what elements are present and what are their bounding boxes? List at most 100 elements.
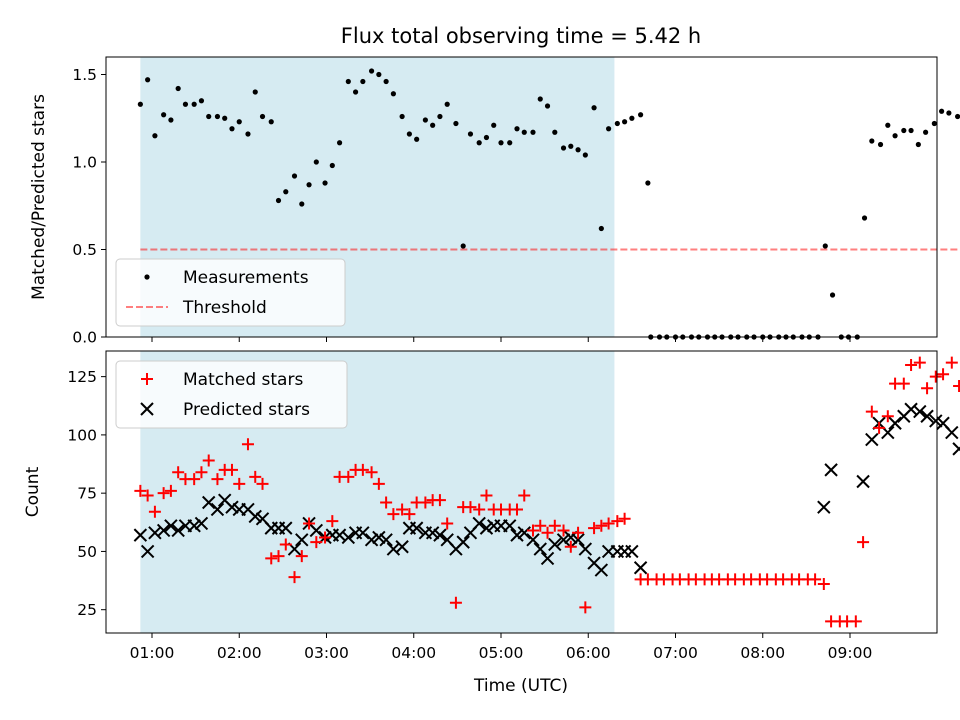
top-y-axis-label: Matched/Predicted stars — [29, 94, 49, 300]
measurement-point-38 — [430, 122, 436, 128]
xtick-label-5: 06:00 — [566, 644, 611, 662]
measurement-point-37 — [422, 117, 428, 123]
measurement-point-9 — [206, 113, 212, 120]
matched-star-point-94 — [873, 421, 886, 434]
predicted-star-point-65 — [633, 561, 648, 575]
measurement-point-20 — [291, 173, 298, 179]
matched-star-point-21 — [295, 550, 308, 563]
matched-star-point-30 — [365, 466, 378, 479]
predicted-star-point-80 — [952, 442, 960, 456]
measurement-point-62 — [614, 120, 620, 127]
predicted-star-point-45 — [479, 521, 494, 535]
matched-star-point-39 — [433, 494, 446, 507]
measurement-point-52 — [537, 96, 543, 102]
matched-star-point-5 — [172, 466, 185, 479]
matched-star-point-50 — [518, 489, 531, 502]
measurement-point-4 — [168, 117, 174, 123]
measurement-point-64 — [629, 115, 635, 121]
measurement-point-5 — [175, 85, 181, 92]
matched-star-point-13 — [233, 477, 246, 490]
measurement-point-56 — [568, 143, 574, 149]
bottom-axes-frame — [105, 350, 938, 634]
measurement-point-89 — [822, 243, 828, 249]
predicted-star-point-4 — [164, 519, 178, 533]
measurement-point-46 — [491, 122, 497, 128]
measurement-point-27 — [345, 78, 351, 85]
predicted-star-point-58 — [578, 542, 593, 556]
matched-star-point-41 — [449, 596, 462, 609]
matched-star-point-63 — [618, 512, 631, 525]
legend-matched-label: Matched stars — [183, 370, 303, 390]
matched-star-point-27 — [342, 470, 355, 483]
matched-star-point-32 — [380, 496, 393, 509]
matched-star-point-8 — [195, 466, 208, 479]
matched-star-point-95 — [881, 410, 894, 423]
bottom-panel: 25 50 75 100 125 01:00 02:00 03:00 04:00 05:00 06… — [23, 350, 960, 696]
xtick-label-3: 04:00 — [391, 644, 436, 662]
matched-star-point-43 — [464, 501, 477, 514]
predicted-star-point-48 — [503, 519, 517, 533]
measurement-point-1 — [145, 77, 151, 83]
predicted-star-point-31 — [372, 530, 386, 545]
measurement-point-8 — [198, 98, 205, 104]
predicted-star-point-1 — [140, 544, 155, 559]
matched-star-point-54 — [548, 519, 561, 532]
matched-star-point-55 — [557, 524, 570, 537]
measurement-point-66 — [645, 180, 651, 186]
matched-star-point-16 — [256, 477, 269, 490]
predicted-star-point-51 — [526, 533, 540, 547]
top-x-ticks — [151, 337, 851, 342]
matched-star-point-45 — [480, 489, 493, 502]
measurement-point-44 — [476, 140, 482, 146]
bottom-ytick-label-2: 75 — [77, 485, 97, 503]
matched-star-point-57 — [572, 526, 585, 539]
predicted-star-point-66 — [817, 500, 831, 514]
matched-star-point-104 — [953, 379, 960, 392]
predicted-star-point-69 — [865, 432, 879, 447]
matched-star-point-87 — [817, 578, 830, 591]
measurement-point-100 — [908, 127, 914, 134]
xtick-label-7: 08:00 — [740, 644, 785, 662]
measurement-point-19 — [283, 189, 289, 195]
measurement-point-45 — [483, 134, 490, 141]
matched-star-point-1 — [141, 489, 154, 502]
measurement-point-41 — [453, 120, 459, 127]
predicted-star-point-53 — [540, 551, 555, 566]
matched-star-point-86 — [809, 573, 822, 586]
matched-star-point-51 — [526, 524, 539, 537]
predicted-star-point-33 — [386, 542, 401, 556]
matched-star-point-37 — [419, 496, 432, 509]
legend-predicted-marker — [140, 402, 154, 416]
matched-star-point-97 — [897, 377, 910, 390]
measurement-point-94 — [861, 215, 868, 221]
matched-star-point-60 — [595, 519, 608, 532]
predicted-star-point-76 — [920, 409, 934, 423]
legend-measurements-label: Measurements — [183, 268, 309, 288]
xtick-label-0: 01:00 — [130, 644, 175, 662]
measurement-point-24 — [322, 180, 328, 186]
measurement-point-3 — [161, 112, 167, 118]
measurement-point-39 — [437, 113, 443, 120]
measurement-point-17 — [268, 119, 274, 125]
measurement-point-11 — [222, 115, 228, 121]
measurement-point-101 — [915, 141, 921, 148]
measurement-point-98 — [892, 133, 898, 139]
measurement-point-95 — [869, 138, 875, 144]
matched-star-point-18 — [272, 550, 285, 563]
top-axes-frame — [105, 56, 938, 338]
matched-star-point-102 — [937, 368, 950, 381]
matched-star-point-31 — [372, 477, 385, 490]
measurement-point-30 — [368, 68, 375, 74]
predicted-star-point-10 — [210, 502, 225, 517]
predicted-star-point-39 — [433, 528, 447, 542]
measurement-point-47 — [498, 140, 504, 146]
matched-star-point-98 — [905, 358, 918, 371]
bottom-ytick-label-1: 50 — [77, 543, 97, 561]
measurement-point-103 — [931, 120, 937, 127]
measurement-point-31 — [376, 71, 382, 78]
measurement-point-29 — [360, 78, 366, 85]
legend-measurements-marker — [144, 274, 150, 280]
xtick-label-1: 02:00 — [217, 644, 262, 662]
matched-star-point-19 — [279, 538, 292, 551]
matched-star-point-12 — [225, 463, 238, 476]
